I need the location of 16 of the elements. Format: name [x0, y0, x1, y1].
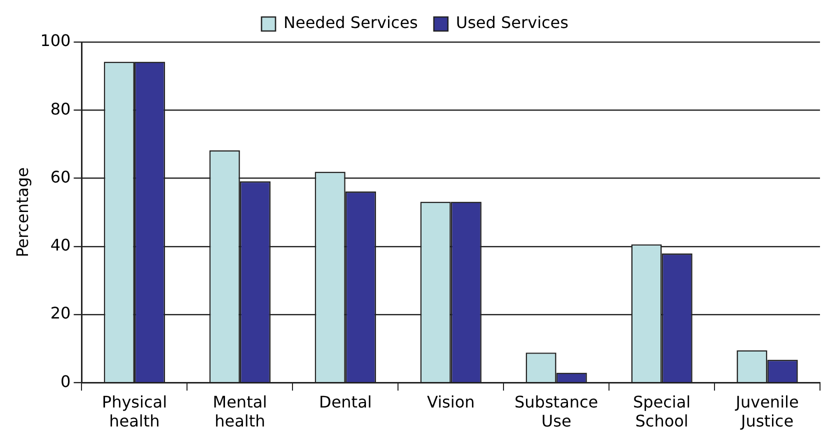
y-tick-label: 20 [50, 304, 71, 323]
y-axis-title: Percentage [12, 167, 32, 258]
y-tick-label: 100 [40, 31, 71, 50]
x-tick-label: Substance Use [514, 392, 598, 431]
x-tick-label: Dental [318, 392, 372, 412]
legend-label: Used Services [456, 13, 568, 32]
y-tick-label: 0 [60, 372, 71, 391]
x-tick-label: Vision [426, 392, 475, 412]
y-tick-label: 60 [50, 167, 71, 186]
y-tick-label: 40 [50, 236, 71, 255]
legend-label: Needed Services [284, 13, 418, 32]
x-tick-label: Mental health [212, 392, 268, 431]
x-tick-label: Special School [632, 392, 691, 431]
x-tick-label: Juvenile Justice [734, 392, 799, 431]
x-tick-label: Physical health [102, 392, 168, 431]
y-tick-label: 80 [50, 99, 71, 118]
